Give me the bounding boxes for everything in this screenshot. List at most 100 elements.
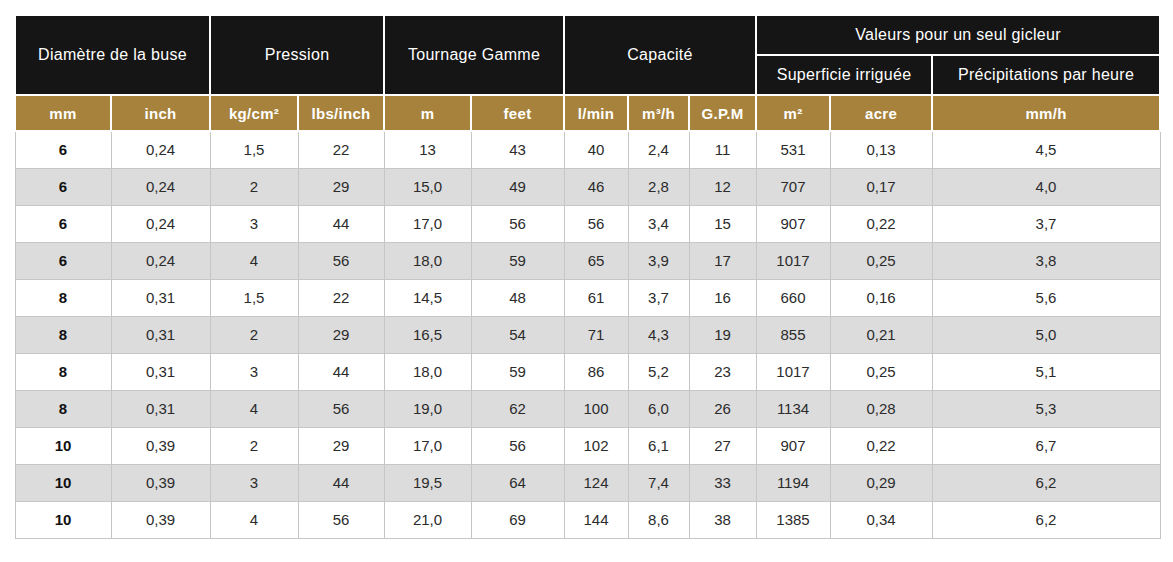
unit-mm: mm [15,95,111,131]
table-cell: 6,2 [932,501,1160,538]
table-cell: 1385 [756,501,830,538]
table-cell: 0,13 [830,131,932,168]
table-cell: 2,4 [628,131,689,168]
header-superficie-irriguee: Superficie irriguée [756,55,932,95]
table-cell: 6,7 [932,427,1160,464]
unit-m3-h: m³/h [628,95,689,131]
table-cell: 660 [756,279,830,316]
table-cell: 0,25 [830,353,932,390]
table-row: 100,3922917,0561026,1279070,226,7 [15,427,1160,464]
header-pression: Pression [210,15,384,95]
table-cell: 0,25 [830,242,932,279]
table-cell: 6 [15,131,111,168]
table-cell: 5,3 [932,390,1160,427]
table-cell: 0,17 [830,168,932,205]
table-cell: 0,24 [111,131,210,168]
table-header: Diamètre de la buse Pression Tournage Ga… [15,15,1160,131]
table-cell: 56 [298,390,384,427]
table-cell: 707 [756,168,830,205]
table-cell: 69 [471,501,564,538]
table-cell: 1017 [756,353,830,390]
unit-mm-h: mm/h [932,95,1160,131]
table-cell: 17 [689,242,756,279]
unit-kg-cm2: kg/cm² [210,95,298,131]
header-diametre-buse: Diamètre de la buse [15,15,210,95]
table-cell: 40 [564,131,628,168]
table-cell: 2 [210,316,298,353]
sprinkler-spec-table: Diamètre de la buse Pression Tournage Ga… [14,14,1161,539]
table-cell: 14,5 [384,279,471,316]
table-cell: 59 [471,242,564,279]
unit-l-min: l/min [564,95,628,131]
table-cell: 56 [564,205,628,242]
table-cell: 0,24 [111,242,210,279]
table-cell: 17,0 [384,427,471,464]
table-cell: 0,22 [830,205,932,242]
table-cell: 4,0 [932,168,1160,205]
table-cell: 19 [689,316,756,353]
table-cell: 0,29 [830,464,932,501]
table-cell: 11 [689,131,756,168]
table-cell: 23 [689,353,756,390]
table-cell: 71 [564,316,628,353]
table-cell: 144 [564,501,628,538]
table-cell: 19,5 [384,464,471,501]
table-cell: 0,39 [111,427,210,464]
table-cell: 6,1 [628,427,689,464]
table-cell: 2 [210,168,298,205]
table-cell: 6,0 [628,390,689,427]
table-cell: 4 [210,390,298,427]
table-cell: 56 [471,427,564,464]
table-cell: 10 [15,464,111,501]
table-cell: 29 [298,427,384,464]
table-cell: 56 [471,205,564,242]
table-cell: 8 [15,279,111,316]
table-cell: 0,31 [111,390,210,427]
table-row: 80,3122916,554714,3198550,215,0 [15,316,1160,353]
table-row: 60,2445618,059653,91710170,253,8 [15,242,1160,279]
table-cell: 6 [15,168,111,205]
header-precipitations-heure: Précipitations par heure [932,55,1160,95]
table-cell: 8 [15,353,111,390]
table-cell: 22 [298,131,384,168]
table-cell: 10 [15,427,111,464]
page: Diamètre de la buse Pression Tournage Ga… [0,0,1173,562]
table-cell: 54 [471,316,564,353]
table-row: 60,2422915,049462,8127070,174,0 [15,168,1160,205]
unit-inch: inch [111,95,210,131]
table-cell: 3,7 [932,205,1160,242]
table-cell: 102 [564,427,628,464]
table-cell: 3 [210,205,298,242]
table-cell: 0,16 [830,279,932,316]
table-cell: 3,4 [628,205,689,242]
table-cell: 12 [689,168,756,205]
table-cell: 1134 [756,390,830,427]
table-cell: 0,34 [830,501,932,538]
table-cell: 18,0 [384,353,471,390]
table-cell: 855 [756,316,830,353]
table-cell: 0,21 [830,316,932,353]
table-row: 80,311,52214,548613,7166600,165,6 [15,279,1160,316]
table-cell: 7,4 [628,464,689,501]
table-body: 60,241,5221343402,4115310,134,560,242291… [15,131,1160,538]
table-cell: 0,31 [111,279,210,316]
unit-lbs-inch: lbs/inch [298,95,384,131]
table-cell: 0,24 [111,205,210,242]
table-cell: 5,1 [932,353,1160,390]
table-cell: 100 [564,390,628,427]
table-cell: 3,7 [628,279,689,316]
table-cell: 18,0 [384,242,471,279]
table-cell: 0,28 [830,390,932,427]
table-cell: 2,8 [628,168,689,205]
table-cell: 21,0 [384,501,471,538]
table-cell: 61 [564,279,628,316]
table-cell: 15,0 [384,168,471,205]
table-row: 60,2434417,056563,4159070,223,7 [15,205,1160,242]
table-cell: 5,2 [628,353,689,390]
table-cell: 0,31 [111,316,210,353]
table-row: 80,3145619,0621006,02611340,285,3 [15,390,1160,427]
unit-m2: m² [756,95,830,131]
unit-feet: feet [471,95,564,131]
table-cell: 1,5 [210,279,298,316]
table-cell: 0,39 [111,501,210,538]
